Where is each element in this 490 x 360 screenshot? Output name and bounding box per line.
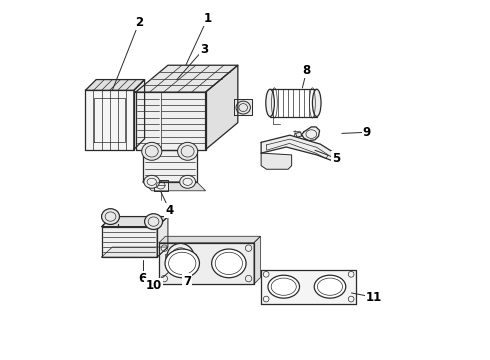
Polygon shape — [136, 92, 205, 149]
Text: 4: 4 — [166, 204, 174, 217]
Ellipse shape — [167, 243, 194, 271]
Polygon shape — [136, 65, 238, 92]
Text: 6: 6 — [139, 272, 147, 285]
Ellipse shape — [268, 275, 299, 298]
Polygon shape — [295, 132, 302, 137]
Text: 8: 8 — [302, 64, 311, 77]
Ellipse shape — [313, 89, 321, 117]
Polygon shape — [261, 270, 356, 304]
Text: 10: 10 — [146, 279, 162, 292]
Polygon shape — [101, 226, 157, 257]
Polygon shape — [205, 65, 238, 149]
Polygon shape — [85, 90, 134, 149]
Polygon shape — [101, 217, 168, 226]
Text: 11: 11 — [366, 291, 382, 304]
Ellipse shape — [266, 89, 274, 117]
Polygon shape — [143, 182, 205, 191]
Text: 1: 1 — [203, 12, 211, 25]
Polygon shape — [143, 149, 196, 182]
Polygon shape — [134, 80, 145, 149]
Ellipse shape — [165, 249, 199, 278]
Polygon shape — [254, 236, 260, 284]
Ellipse shape — [212, 249, 246, 278]
Ellipse shape — [144, 175, 160, 188]
Ellipse shape — [101, 209, 120, 225]
Ellipse shape — [314, 275, 346, 298]
Polygon shape — [157, 217, 168, 257]
Ellipse shape — [145, 214, 163, 229]
Polygon shape — [261, 135, 335, 160]
Text: 7: 7 — [183, 275, 191, 288]
Polygon shape — [261, 153, 292, 169]
Polygon shape — [85, 80, 145, 90]
Polygon shape — [234, 99, 252, 116]
Ellipse shape — [177, 142, 197, 160]
Ellipse shape — [180, 175, 196, 188]
Text: 5: 5 — [332, 152, 341, 165]
Polygon shape — [159, 236, 260, 243]
Polygon shape — [159, 243, 254, 284]
Text: 2: 2 — [135, 16, 143, 29]
Polygon shape — [101, 247, 168, 257]
Text: 9: 9 — [363, 126, 371, 139]
Ellipse shape — [142, 142, 162, 160]
Polygon shape — [153, 180, 168, 191]
Polygon shape — [302, 127, 319, 140]
Text: 3: 3 — [200, 42, 208, 55]
